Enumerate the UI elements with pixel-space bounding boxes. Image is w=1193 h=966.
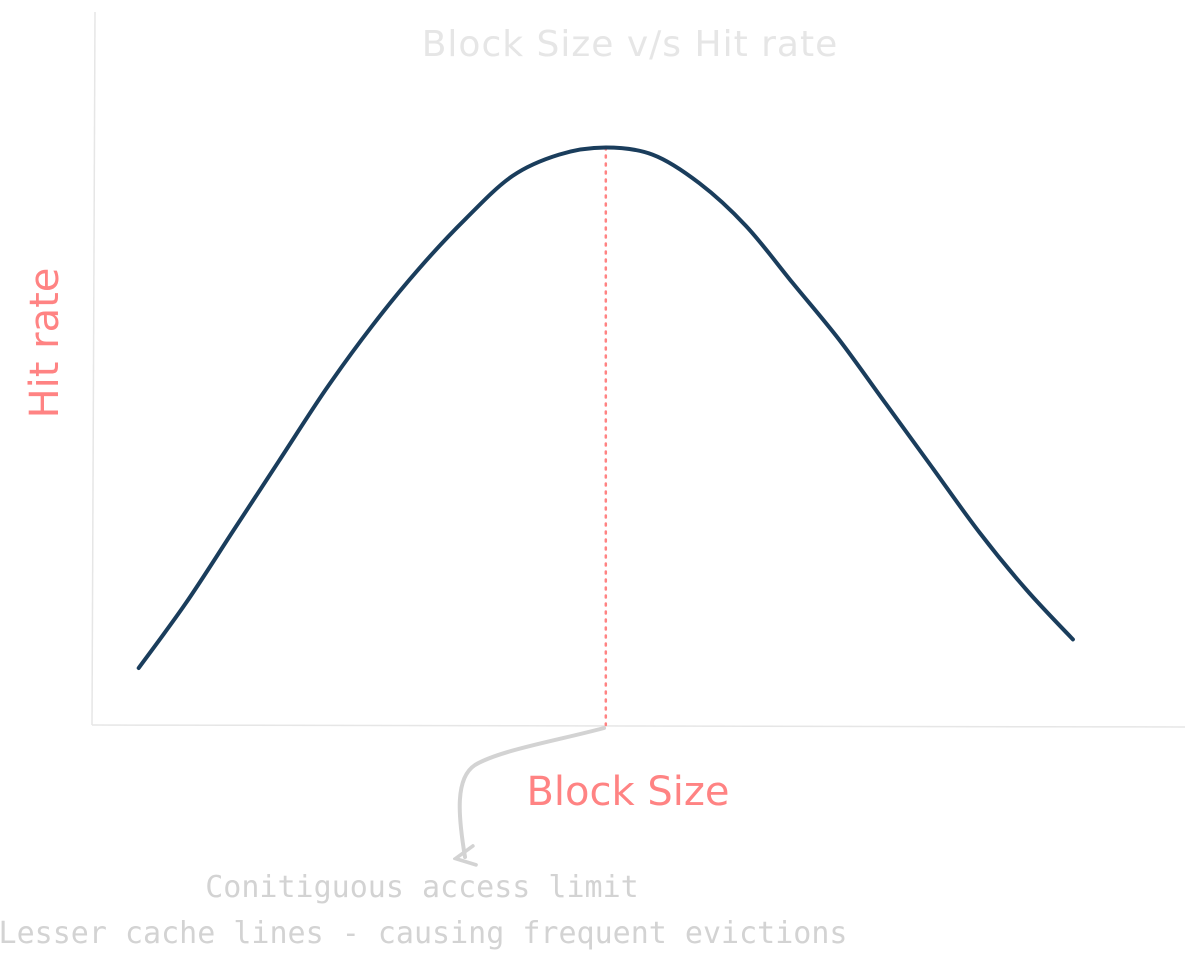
y-axis-label: Hit rate bbox=[22, 268, 68, 419]
annotation-arrow bbox=[460, 726, 606, 857]
y-axis bbox=[91, 11, 96, 726]
chart-title: Block Size v/s Hit rate bbox=[422, 24, 839, 65]
data-points bbox=[137, 145, 1075, 669]
series-line-hit-rate bbox=[136, 145, 1075, 670]
x-axis bbox=[91, 724, 1186, 728]
annotation-line-2: Lesser cache lines - causing frequent ev… bbox=[0, 916, 847, 951]
annotation-line-1: Conitiguous access limit bbox=[205, 870, 638, 905]
x-axis-label: Block Size bbox=[526, 769, 729, 815]
